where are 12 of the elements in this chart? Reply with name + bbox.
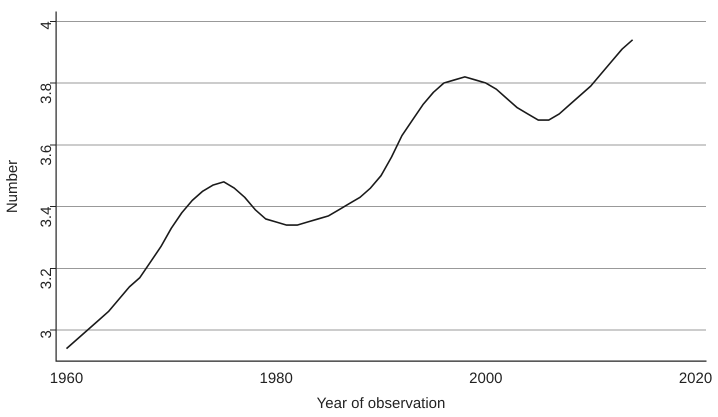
x-tick-label: 1960 xyxy=(50,370,84,388)
y-tick-label: 3.4 xyxy=(38,206,56,228)
x-tick-label: 2000 xyxy=(469,370,503,388)
x-tick-label: 2020 xyxy=(678,370,712,388)
y-tick-label: 3.8 xyxy=(38,83,56,104)
y-axis-title: Number xyxy=(4,160,22,214)
x-tick-label: 1980 xyxy=(259,370,293,388)
y-tick-label: 3.6 xyxy=(38,144,56,166)
y-tick-label: 3.2 xyxy=(38,268,56,290)
y-tick-label: 4 xyxy=(38,21,56,30)
y-tick-label: 3 xyxy=(38,330,56,338)
x-axis-title: Year of observation xyxy=(316,395,446,412)
